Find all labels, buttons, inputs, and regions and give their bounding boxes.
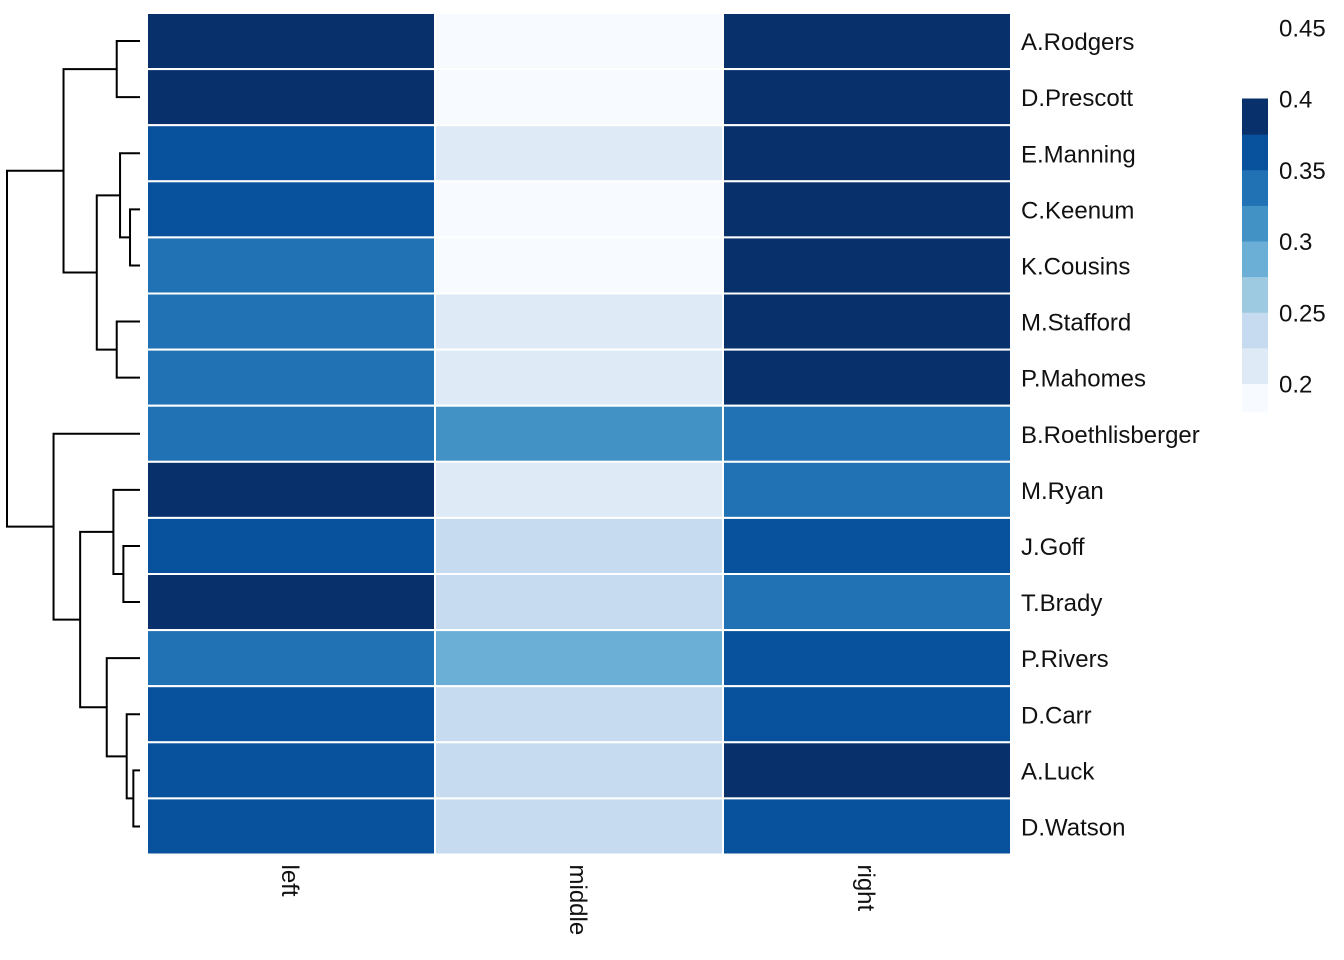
- legend-tick-label: 0.3: [1279, 229, 1312, 256]
- column-label: middle: [564, 865, 591, 936]
- legend-color-band: [1242, 347, 1268, 384]
- legend-color-band: [1242, 205, 1268, 242]
- heatmap-cell-privers-right: [722, 629, 1012, 688]
- heatmap-cell-emanning-left: [146, 124, 436, 183]
- heatmap-cell-pmahomes-left: [146, 348, 436, 407]
- row-label: A.Luck: [1021, 758, 1095, 785]
- heatmap-cell-dwatson-left: [146, 797, 436, 856]
- color-legend: 0.2 0.25 0.3 0.35 0.4 0.45: [1242, 15, 1326, 413]
- row-dendrogram: [6, 40, 140, 828]
- legend-color-band: [1242, 134, 1268, 171]
- legend-color-band: [1242, 276, 1268, 313]
- heatmap-cell-jgoff-left: [146, 516, 436, 576]
- dendrogram-branch-5: [62, 68, 117, 274]
- row-label: P.Mahomes: [1021, 366, 1146, 393]
- heatmap-cell-broethlisberger-middle: [434, 404, 724, 463]
- heatmap-cell-tbrady-right: [722, 573, 1012, 632]
- heatmap-cell-aluck-left: [146, 741, 436, 800]
- heatmap-cell-privers-left: [146, 629, 436, 688]
- row-label: T.Brady: [1021, 590, 1102, 617]
- heatmap-cell-aluck-right: [722, 741, 1012, 800]
- heatmap-cell-arodgers-left: [146, 12, 436, 71]
- row-label: B.Roethlisberger: [1021, 422, 1200, 449]
- row-labels: A.Rodgers D.Prescott E.Manning C.Keenum K.Co…: [1021, 29, 1200, 841]
- row-label: D.Carr: [1021, 702, 1092, 729]
- row-label: P.Rivers: [1021, 646, 1109, 673]
- heatmap-cell-privers-middle: [434, 629, 724, 688]
- heatmap-cells: [146, 12, 1012, 856]
- heatmap-cell-jgoff-right: [722, 516, 1012, 576]
- heatmap-cell-dwatson-middle: [434, 797, 724, 856]
- heatmap-cell-mryan-left: [146, 460, 436, 519]
- heatmap-cell-dprescott-right: [722, 68, 1012, 127]
- dendrogram-branch-8: [132, 769, 140, 828]
- row-label: D.Prescott: [1021, 85, 1133, 112]
- row-label: D.Watson: [1021, 814, 1125, 841]
- dendrogram-branch-7: [112, 488, 140, 575]
- row-label: A.Rodgers: [1021, 29, 1134, 56]
- heatmap-cell-emanning-right: [722, 124, 1012, 183]
- legend-tick-label: 0.2: [1279, 372, 1312, 399]
- heatmap-cell-dwatson-right: [722, 797, 1012, 856]
- legend-tick-label: 0.35: [1279, 158, 1326, 185]
- heatmap-cell-mryan-right: [722, 460, 1012, 519]
- heatmap-cell-kcousins-middle: [434, 236, 724, 295]
- dendrogram-branch-11: [79, 530, 114, 709]
- heatmap-cell-dcarr-right: [722, 685, 1012, 744]
- row-label: M.Stafford: [1021, 310, 1131, 337]
- legend-tick-label: 0.4: [1279, 87, 1312, 114]
- column-label: right: [852, 865, 879, 912]
- legend-color-band: [1242, 312, 1268, 349]
- column-labels: left middle right: [276, 865, 879, 936]
- dendrogram-branch-12: [52, 432, 140, 621]
- heatmap-cell-pmahomes-middle: [434, 348, 724, 407]
- legend-color-band: [1242, 98, 1268, 135]
- heatmap-cell-mstafford-middle: [434, 292, 724, 351]
- row-label: M.Ryan: [1021, 478, 1104, 505]
- heatmap-cell-kcousins-left: [146, 236, 436, 295]
- heatmap-cell-arodgers-middle: [434, 12, 724, 71]
- heatmap-cell-tbrady-left: [146, 573, 436, 632]
- column-label: left: [276, 865, 303, 897]
- heatmap-cell-dprescott-middle: [434, 68, 724, 127]
- heatmap-cell-emanning-middle: [434, 124, 724, 183]
- legend-color-band: [1242, 383, 1268, 413]
- heatmap-cell-arodgers-right: [722, 12, 1012, 71]
- dendrogram-branch-1: [129, 208, 140, 267]
- legend-color-band: [1242, 241, 1268, 278]
- heatmap-cell-broethlisberger-right: [722, 404, 1012, 463]
- row-label: J.Goff: [1021, 534, 1085, 561]
- legend-tick-label: 0.25: [1279, 300, 1326, 327]
- row-label: E.Manning: [1021, 141, 1136, 168]
- heatmap-cell-dprescott-left: [146, 68, 436, 127]
- dendrogram-branch-13: [6, 169, 64, 528]
- heatmap-cell-broethlisberger-left: [146, 404, 436, 463]
- heatmap-cell-aluck-middle: [434, 741, 724, 800]
- legend-color-band: [1242, 169, 1268, 206]
- heatmap-cell-mryan-middle: [434, 460, 724, 519]
- heatmap-cell-ckeenum-left: [146, 180, 436, 239]
- legend-tick-label: 0.45: [1279, 15, 1326, 42]
- row-label: K.Cousins: [1021, 253, 1130, 280]
- dendrogram-branch-6: [122, 544, 140, 604]
- heatmap-cell-ckeenum-middle: [434, 180, 724, 239]
- heatmap-cell-mstafford-right: [722, 292, 1012, 351]
- heatmap-cell-dcarr-left: [146, 685, 436, 744]
- dendrogram-branch-0: [115, 40, 140, 99]
- row-label: C.Keenum: [1021, 197, 1134, 224]
- heatmap-cell-dcarr-middle: [434, 685, 724, 744]
- dendrogram-branch-10: [105, 657, 140, 758]
- heatmap-cell-jgoff-middle: [434, 516, 724, 576]
- heatmap-cell-mstafford-left: [146, 292, 436, 351]
- heatmap-cell-pmahomes-right: [722, 348, 1012, 407]
- heatmap-cell-tbrady-middle: [434, 573, 724, 632]
- heatmap-cell-kcousins-right: [722, 236, 1012, 295]
- dendrogram-branch-3: [115, 320, 140, 379]
- heatmap-cell-ckeenum-right: [722, 180, 1012, 239]
